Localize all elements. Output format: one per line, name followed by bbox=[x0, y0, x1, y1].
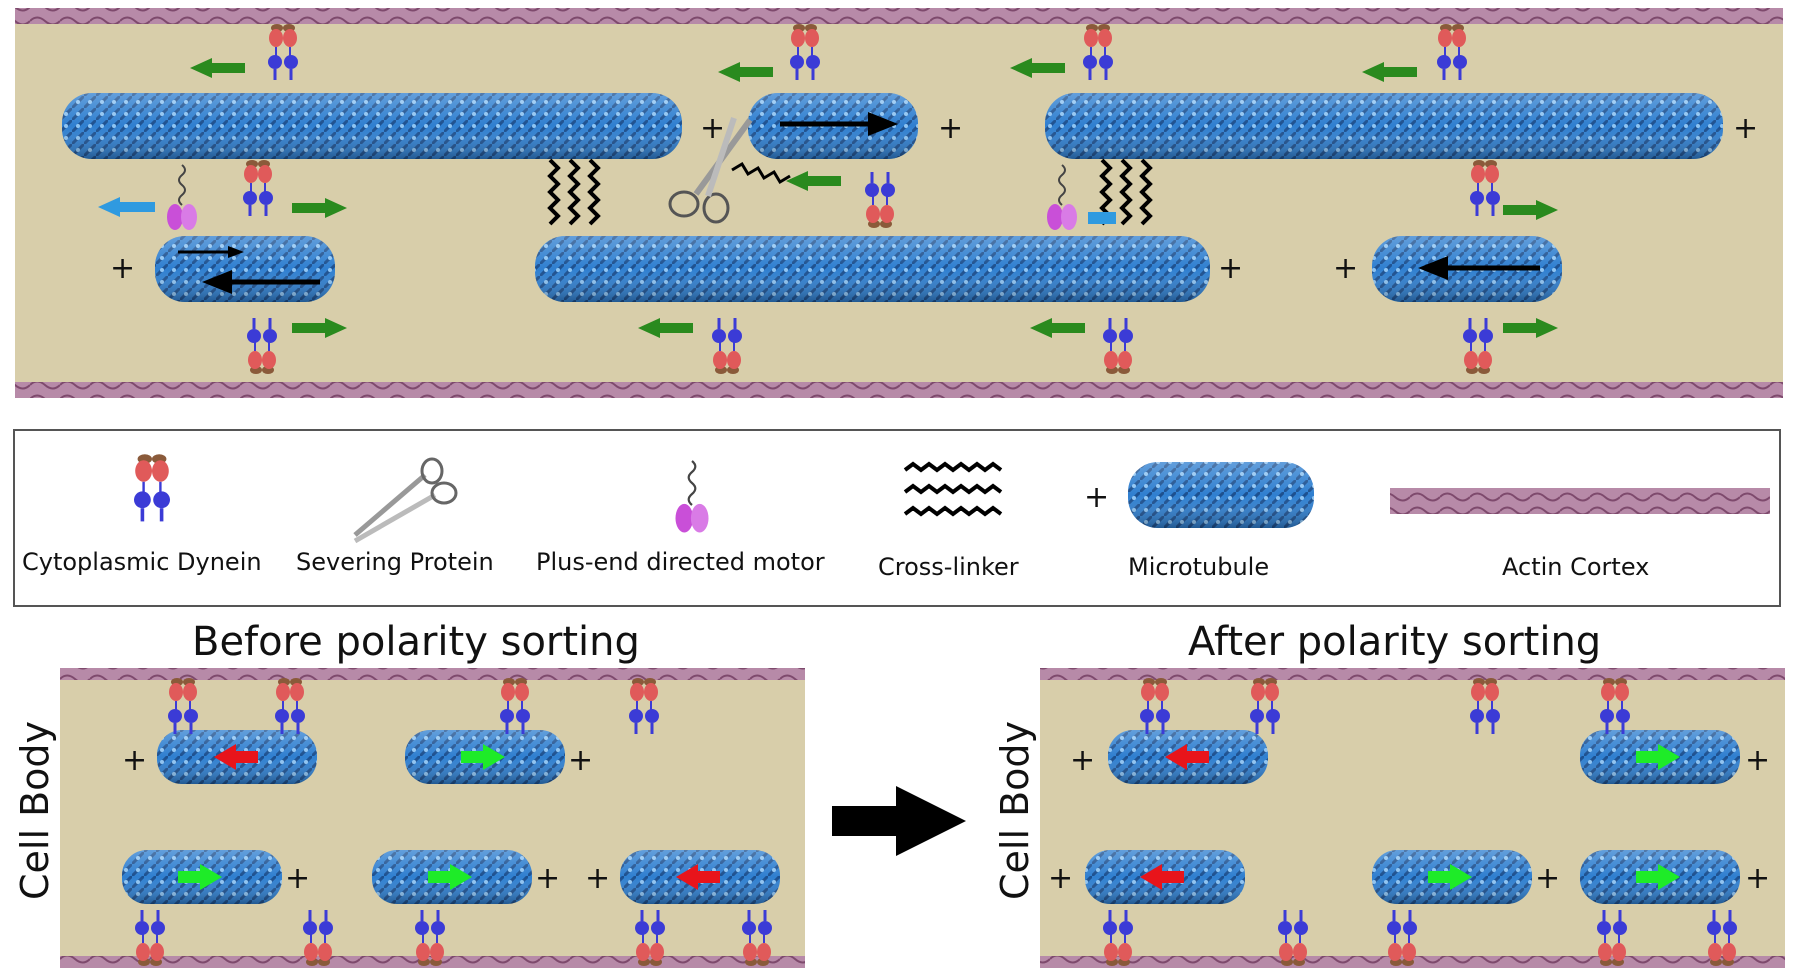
microtubule bbox=[62, 93, 682, 159]
actin-cortex-top bbox=[15, 8, 1783, 24]
arrow-red-left bbox=[1165, 744, 1209, 770]
plus-end-label: + bbox=[122, 743, 147, 778]
plus-end-label: + bbox=[285, 861, 310, 896]
arrow-red-left bbox=[1140, 864, 1184, 890]
arrow-lime-right bbox=[178, 864, 222, 890]
microtubule bbox=[155, 236, 335, 302]
arrow-lime-right bbox=[461, 744, 505, 770]
plus-end-label: + bbox=[1733, 111, 1758, 146]
arrow-green-right bbox=[1503, 200, 1558, 220]
plus-end-label: + bbox=[1084, 480, 1109, 515]
arrow-green-left bbox=[1362, 62, 1417, 82]
arrow-blue-stub bbox=[1088, 212, 1116, 224]
legend-dynein: Cytoplasmic Dynein bbox=[22, 452, 262, 576]
legend-label-actin: Actin Cortex bbox=[1502, 553, 1649, 581]
cross-linker-icon bbox=[903, 461, 1003, 517]
legend-severing: Severing Protein bbox=[296, 457, 494, 576]
after-panel: + + + + + bbox=[1040, 668, 1785, 968]
top-axon-panel: + + + + + + bbox=[15, 8, 1783, 398]
transition-arrow-icon bbox=[832, 786, 966, 856]
arrow-icon bbox=[780, 112, 898, 136]
plus-end-label: + bbox=[1745, 743, 1770, 778]
legend-label-microtubule: Microtubule bbox=[1128, 553, 1269, 581]
arrow-icon bbox=[178, 246, 244, 258]
plus-end-label: + bbox=[1745, 861, 1770, 896]
arrow-green-right bbox=[292, 198, 347, 218]
actin-cortex-top bbox=[1040, 668, 1785, 680]
legend-crosslinker: Cross-linker bbox=[878, 461, 1019, 581]
plus-end-label: + bbox=[1535, 861, 1560, 896]
microtubule bbox=[535, 236, 1210, 302]
arrow-blue-left bbox=[98, 197, 155, 217]
before-panel-title: Before polarity sorting bbox=[192, 619, 640, 665]
arrow-lime-right bbox=[428, 864, 472, 890]
plus-end-label: + bbox=[700, 111, 725, 146]
legend-label-severing: Severing Protein bbox=[296, 548, 494, 576]
legend-box: Cytoplasmic Dynein Severing Protein Plus… bbox=[13, 429, 1781, 607]
arrow-icon bbox=[202, 270, 320, 294]
arrow-green-left bbox=[190, 58, 245, 78]
plus-end-label: + bbox=[1070, 743, 1095, 778]
cell-body-label: Cell Body bbox=[993, 721, 1037, 900]
arrow-red-left bbox=[676, 864, 720, 890]
plus-end-label: + bbox=[1333, 251, 1358, 286]
arrow-green-right bbox=[292, 318, 347, 338]
scissors-icon bbox=[353, 457, 458, 544]
before-panel: + + + + + bbox=[60, 668, 805, 968]
legend-actin: Actin Cortex bbox=[1390, 488, 1770, 581]
arrow-green-left bbox=[1030, 318, 1085, 338]
scissors-icon bbox=[668, 117, 753, 224]
plus-end-label: + bbox=[1218, 251, 1243, 286]
legend-label-plus-motor: Plus-end directed motor bbox=[536, 548, 825, 576]
arrow-green-left bbox=[1010, 58, 1065, 78]
arrow-red-left bbox=[214, 744, 258, 770]
plus-end-label: + bbox=[568, 743, 593, 778]
arrow-green-left bbox=[786, 171, 841, 191]
plus-end-label: + bbox=[1048, 861, 1073, 896]
legend-label-dynein: Cytoplasmic Dynein bbox=[22, 548, 262, 576]
plus-end-label: + bbox=[110, 251, 135, 286]
arrow-green-right bbox=[1503, 318, 1558, 338]
arrow-green-left bbox=[718, 62, 773, 82]
arrow-lime-right bbox=[1636, 864, 1680, 890]
legend-label-crosslinker: Cross-linker bbox=[878, 553, 1019, 581]
cell-body-label: Cell Body bbox=[13, 721, 57, 900]
actin-cortex-bottom bbox=[15, 382, 1783, 398]
arrow-lime-right bbox=[1636, 744, 1680, 770]
legend-plus-motor: Plus-end directed motor bbox=[536, 459, 825, 576]
microtubule bbox=[1045, 93, 1723, 159]
after-panel-title: After polarity sorting bbox=[1188, 619, 1601, 665]
severed-fragment bbox=[731, 161, 791, 185]
arrow-icon bbox=[1418, 256, 1540, 280]
plus-end-label: + bbox=[938, 111, 963, 146]
arrow-green-left bbox=[638, 318, 693, 338]
actin-cortex-top bbox=[60, 668, 805, 680]
actin-cortex-icon bbox=[1390, 488, 1770, 514]
microtubule-icon bbox=[1128, 462, 1314, 528]
plus-end-label: + bbox=[585, 861, 610, 896]
arrow-lime-right bbox=[1428, 864, 1472, 890]
legend-microtubule: + Microtubule bbox=[1084, 462, 1314, 581]
plus-end-label: + bbox=[535, 861, 560, 896]
